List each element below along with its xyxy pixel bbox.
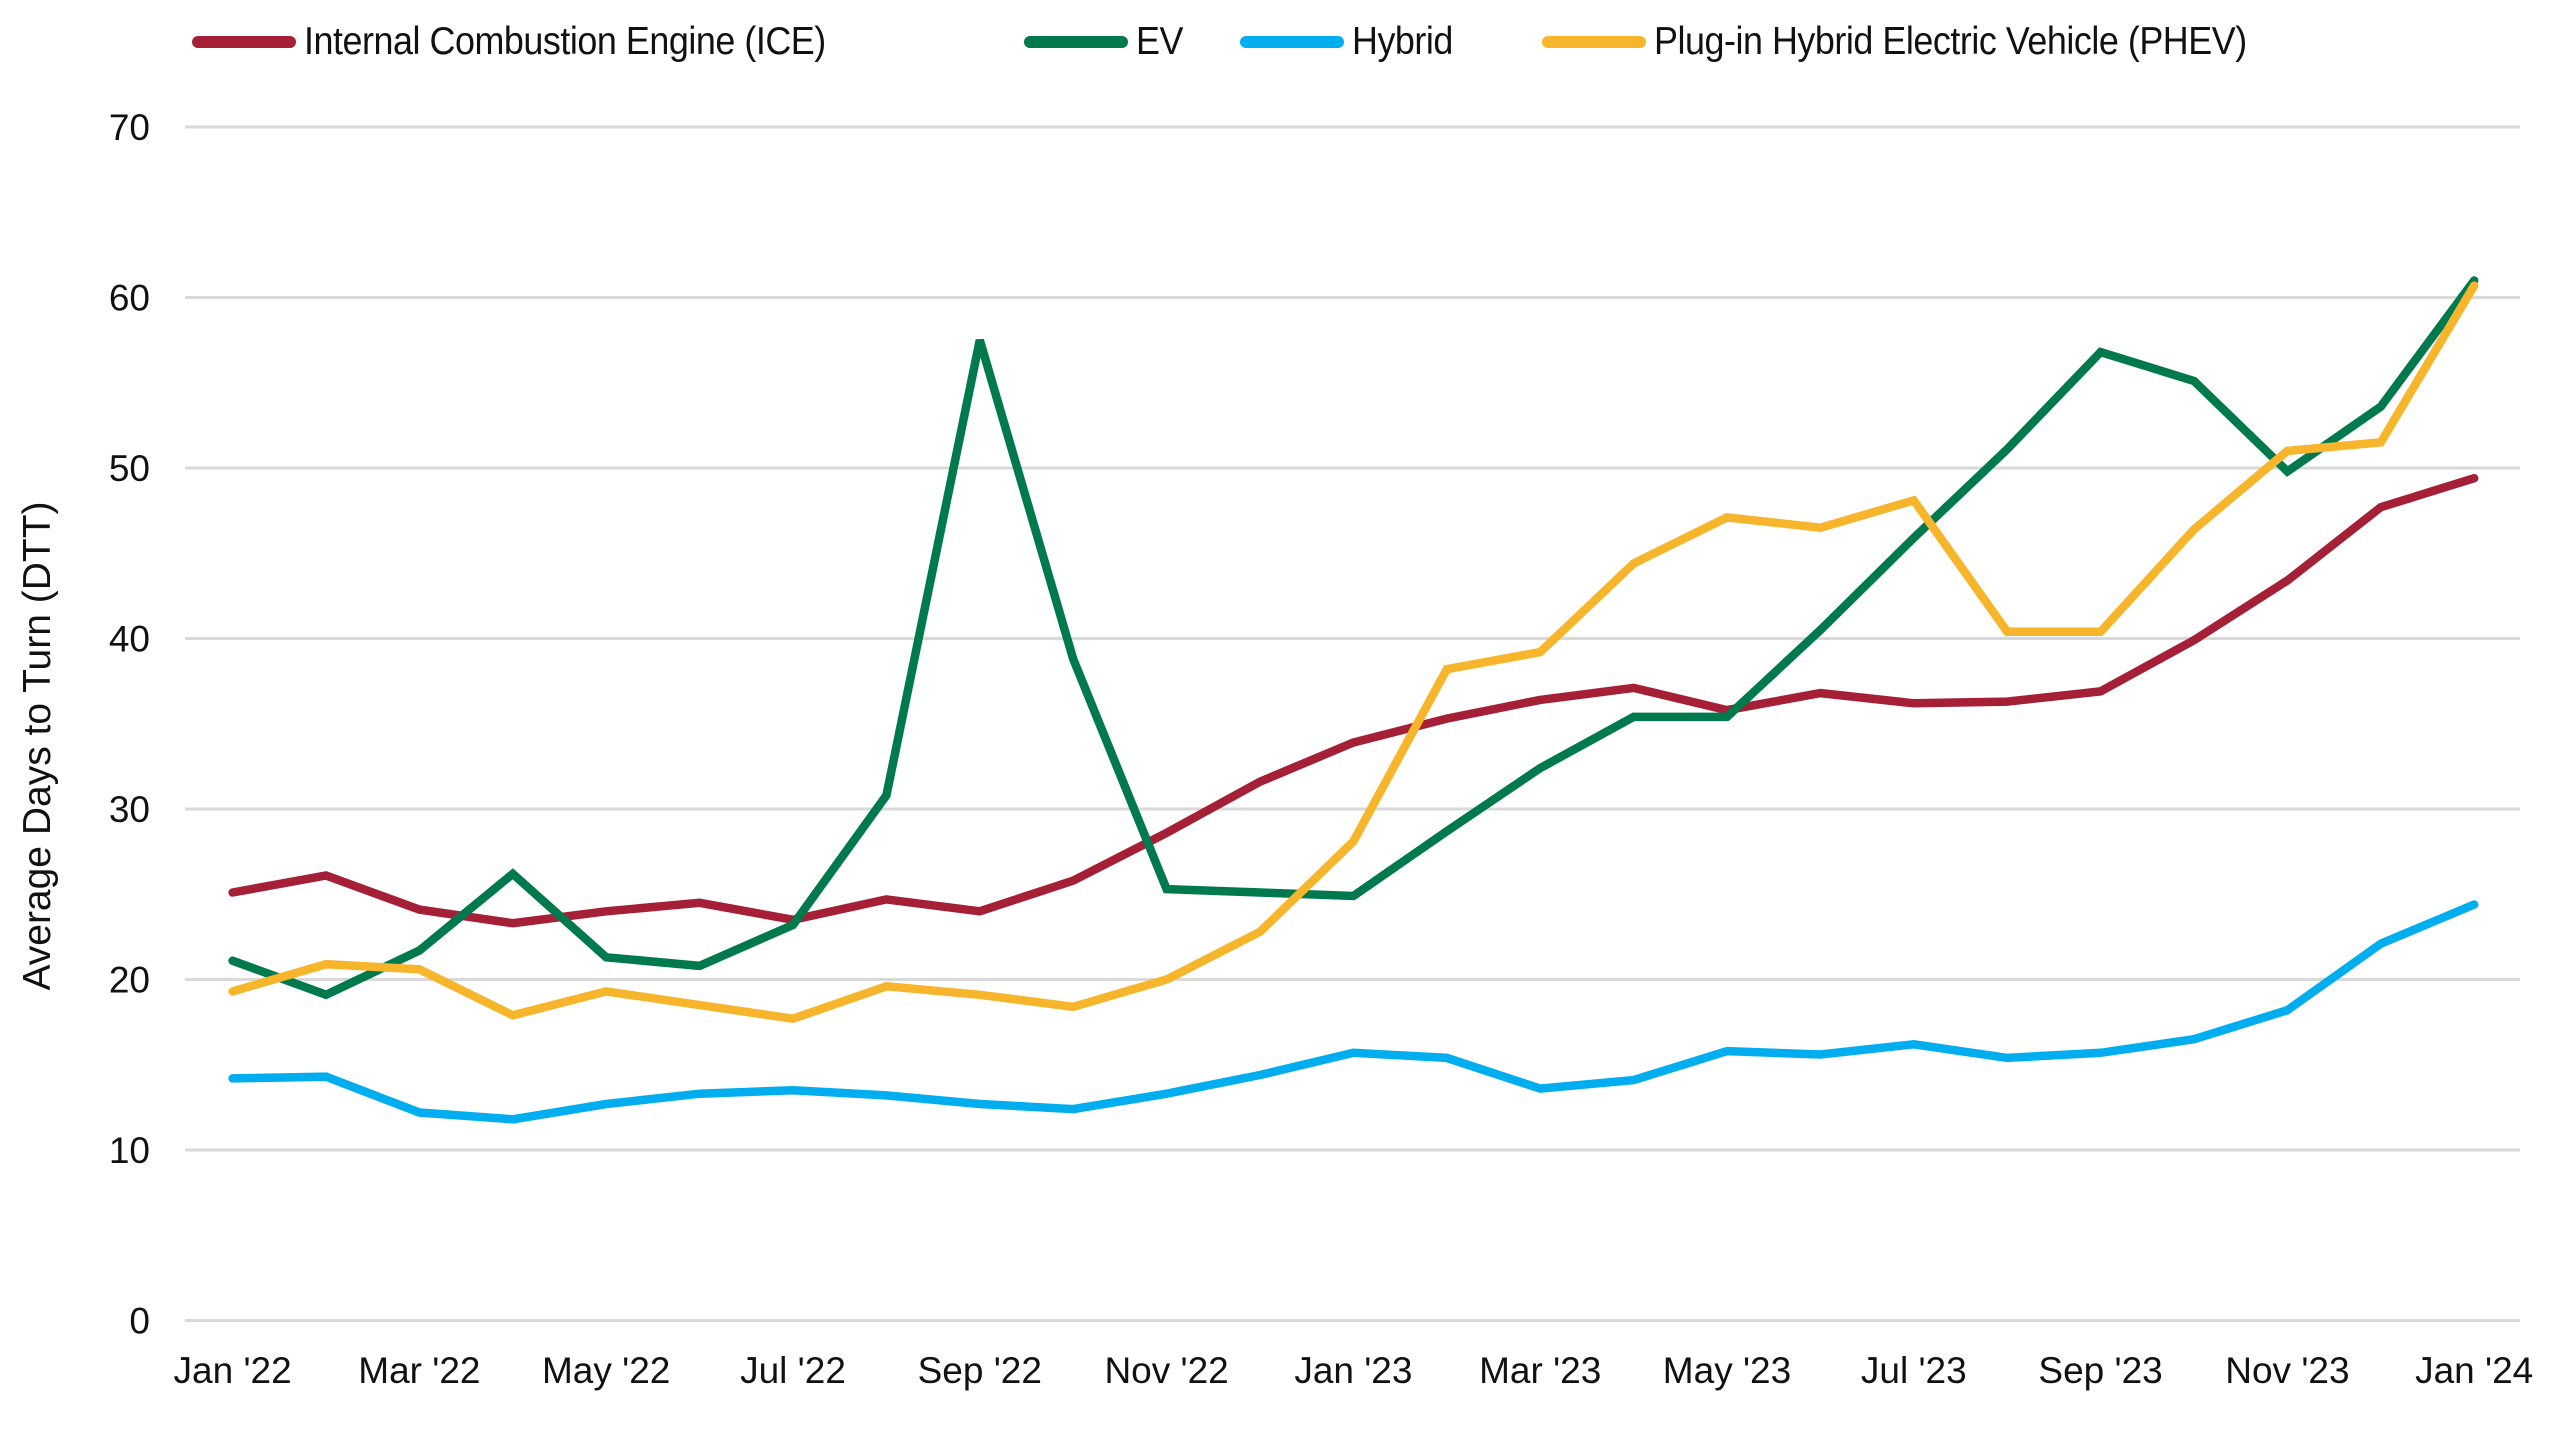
series-phev-line[interactable] <box>228 281 2479 1024</box>
y-tick-label: 0 <box>129 1301 150 1342</box>
x-axis-ticks: Jan '22 Mar '22 May '22 Jul '22 Sep '22 Nov '… <box>174 1350 2534 1391</box>
legend-item-hybrid[interactable]: Hybrid <box>1240 14 1462 70</box>
x-tick-label: Sep '22 <box>918 1350 1042 1391</box>
legend-label-ev: EV <box>1136 20 1183 63</box>
gridlines <box>185 125 2520 1322</box>
x-tick-label: Jan '22 <box>174 1350 292 1391</box>
x-tick-label: Jul '22 <box>740 1350 846 1391</box>
x-tick-label: Mar '22 <box>358 1350 480 1391</box>
legend-item-ev[interactable]: EV <box>1024 14 1187 70</box>
y-tick-label: 20 <box>109 960 150 1001</box>
legend-label-hybrid: Hybrid <box>1352 20 1453 63</box>
series-ev-line[interactable] <box>228 276 2479 1000</box>
chart-legend: Internal Combustion Engine (ICE) EV Hybr… <box>0 14 2560 70</box>
legend-swatch-phev-icon <box>1542 36 1646 48</box>
y-tick-label: 40 <box>109 619 150 660</box>
y-tick-label: 10 <box>109 1130 150 1171</box>
x-tick-label: Nov '22 <box>1104 1350 1228 1391</box>
x-tick-label: Jan '23 <box>1294 1350 1412 1391</box>
y-tick-label: 60 <box>109 278 150 319</box>
data-series <box>228 276 2479 1124</box>
legend-label-phev: Plug-in Hybrid Electric Vehicle (PHEV) <box>1654 20 2247 63</box>
series-ice-line[interactable] <box>228 473 2479 928</box>
legend-swatch-hybrid-icon <box>1240 36 1344 48</box>
legend-label-ice: Internal Combustion Engine (ICE) <box>304 20 826 63</box>
legend-item-phev[interactable]: Plug-in Hybrid Electric Vehicle (PHEV) <box>1542 14 2298 70</box>
series-hybrid-line[interactable] <box>228 900 2479 1124</box>
x-tick-label: Jan '24 <box>2415 1350 2533 1391</box>
y-tick-label: 70 <box>109 107 150 148</box>
x-tick-label: Mar '23 <box>1479 1350 1601 1391</box>
x-tick-label: May '22 <box>542 1350 670 1391</box>
x-tick-label: Nov '23 <box>2225 1350 2349 1391</box>
x-tick-label: Jul '23 <box>1861 1350 1967 1391</box>
y-tick-label: 30 <box>109 789 150 830</box>
legend-item-ice[interactable]: Internal Combustion Engine (ICE) <box>192 14 871 70</box>
y-axis-ticks: 0 10 20 30 40 50 60 70 <box>109 107 150 1342</box>
legend-swatch-ice-icon <box>192 36 296 48</box>
x-tick-label: Sep '23 <box>2038 1350 2162 1391</box>
x-tick-label: May '23 <box>1663 1350 1791 1391</box>
legend-swatch-ev-icon <box>1024 36 1128 48</box>
y-tick-label: 50 <box>109 448 150 489</box>
